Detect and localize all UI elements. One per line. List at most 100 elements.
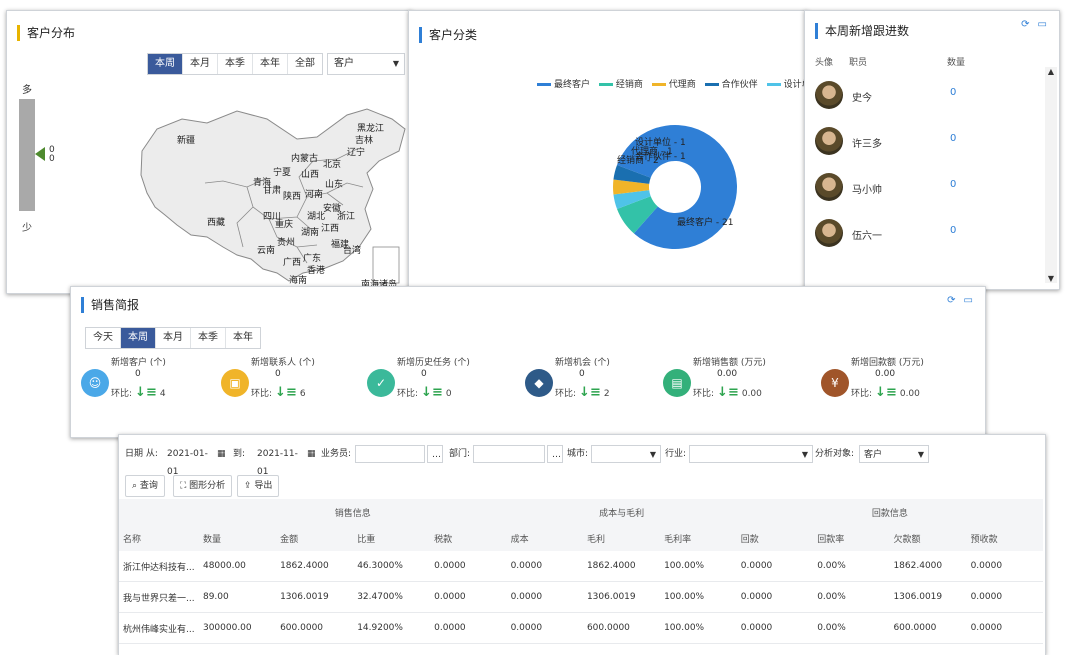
column-header[interactable]: 税款 [430,525,507,551]
legend-swatch-icon [766,83,781,86]
stat-new-customers[interactable]: ☺ 新增客户 (个) 0 环比: ↓≡ 4 [81,355,231,415]
stat-new-contacts[interactable]: ▣ 新增联系人 (个) 0 环比: ↓≡ 6 [221,355,371,415]
query-button-label: 查询 [139,481,158,491]
column-header[interactable]: 比重 [353,525,431,551]
legend-value-top: 0 [49,145,55,155]
pie-slice[interactable] [613,190,651,209]
tab-quarter[interactable]: 本季 [218,54,253,74]
salesman-picker-button[interactable]: … [427,445,443,463]
legend-item[interactable]: 设计单 [766,80,807,90]
pie-data-label: 设计单位 - 1 [635,136,686,148]
tab-today[interactable]: 今天 [86,328,121,348]
stat-compare: 环比: ↓≡ 6 [251,385,306,400]
province-label: 云南 [257,246,276,256]
tab-year[interactable]: 本年 [253,54,288,74]
legend-item[interactable]: 代理商 [651,80,696,90]
tab-all[interactable]: 全部 [288,54,322,74]
province-label: 河南 [305,190,324,200]
table-cell: 0.0000 [430,551,507,582]
list-item[interactable]: 许三多 0 [815,127,1045,157]
table-row[interactable]: 浙江仲达科技有... 48000.00 1862.4000 46.3000% 0.000… [119,551,1043,582]
stat-new-payments[interactable]: ¥ 新增回款额 (万元) 0.00 环比: ↓≡ 0.00 [821,355,971,415]
stat-new-sales[interactable]: ▤ 新增销售额 (万元) 0.00 环比: ↓≡ 0.00 [663,355,813,415]
column-header[interactable]: 毛利 [582,525,661,551]
dept-input[interactable] [473,445,545,463]
stat-value: 0.00 [717,369,738,379]
legend-item[interactable]: 最终客户 [537,80,590,90]
table-cell: 600.0000 [582,612,661,644]
table-cell: 0.0000 [966,612,1043,644]
legend-item[interactable]: 合作伙伴 [704,80,758,90]
column-header[interactable]: 欠款额 [889,525,967,551]
tab-month[interactable]: 本月 [183,54,218,74]
tab-week[interactable]: 本周 [121,328,156,348]
date-from-input[interactable]: 2021-01-01 [163,445,215,477]
refresh-icon[interactable]: ⟳ [1021,19,1030,30]
export-button[interactable]: ⇪ 导出 [237,475,280,497]
column-header[interactable]: 名称 [119,525,199,551]
table-row[interactable]: 杭州伟峰实业有... 300000.00 600.0000 14.9200% 0.000… [119,612,1043,644]
list-item[interactable]: 史今 0 [815,81,1045,111]
calendar-icon[interactable]: ▦ [307,449,316,459]
city-label: 城市: [567,449,589,459]
stat-new-tasks[interactable]: ✓ 新增历史任务 (个) 0 环比: ↓≡ 0 [367,355,517,415]
pie-slice[interactable] [617,124,737,249]
column-header[interactable]: 回款 [736,525,814,551]
dept-picker-button[interactable]: … [547,445,563,463]
column-header[interactable]: 金额 [276,525,354,551]
target-select[interactable]: 客户 ▼ [859,445,929,463]
column-header[interactable]: 数量 [198,525,277,551]
list-item[interactable]: 马小帅 0 [815,173,1045,203]
map-object-select[interactable]: 客户 ▼ [327,53,405,75]
province-label: 重庆 [275,220,294,230]
chart-analysis-button[interactable]: ⛶ 图形分析 [173,475,233,497]
stat-new-opportunities[interactable]: ◆ 新增机会 (个) 0 环比: ↓≡ 2 [525,355,675,415]
pie-slice[interactable] [613,179,650,195]
table-cell: 0.00% [813,612,890,644]
followup-count[interactable]: 0 [950,179,957,190]
followup-count[interactable]: 0 [950,87,957,98]
china-map[interactable] [7,11,411,293]
query-button[interactable]: ⌕ 查询 [125,475,165,497]
legend-item[interactable]: 经销商 [598,80,643,90]
column-header[interactable]: 预收款 [966,525,1043,551]
table-cell: 0.00% [813,581,890,613]
province-label: 宁夏 [273,168,292,178]
maximize-icon[interactable]: ▭ [1037,19,1047,30]
pie-slice[interactable] [617,196,658,234]
refresh-icon[interactable]: ⟳ [947,295,956,306]
south-sea-inset [372,246,400,284]
legend-label: 代理商 [668,80,696,90]
scrollbar[interactable]: ▲ ▼ [1045,67,1057,283]
date-to-input[interactable]: 2021-11-01 [253,445,305,477]
column-header[interactable]: 成本 [506,525,583,551]
group-header-row: 销售信息 成本与毛利 回款信息 [119,499,1043,525]
followup-count[interactable]: 0 [950,133,957,144]
city-select[interactable]: ▼ [591,445,661,463]
column-header[interactable]: 毛利率 [660,525,737,551]
table-cell: 300000.00 [198,612,277,644]
table-cell: 0.0000 [430,581,507,613]
list-item[interactable]: 伍六一 0 [815,219,1045,249]
column-header[interactable]: 回款率 [813,525,890,551]
table-row[interactable]: 我与世界只差一... 89.00 1306.0019 32.4700% 0.0000 0.… [119,581,1043,613]
tab-week[interactable]: 本周 [148,54,183,74]
table-cell: 0.0000 [736,551,814,582]
tab-month[interactable]: 本月 [156,328,191,348]
period-tabs: 本周 本月 本季 本年 全部 [147,53,323,75]
legend-pointer-icon[interactable] [35,147,45,161]
legend-swatch-icon [537,83,551,86]
compare-label: 环比: [111,389,133,399]
followup-count[interactable]: 0 [950,225,957,236]
tab-year[interactable]: 本年 [226,328,260,348]
scroll-down-icon[interactable]: ▼ [1047,274,1055,283]
pie-slice[interactable] [613,165,651,184]
tab-quarter[interactable]: 本季 [191,328,226,348]
calendar-icon[interactable]: ▦ [217,449,226,459]
industry-select[interactable]: ▼ [689,445,813,463]
table-cell: 我与世界只差一... [119,581,199,613]
maximize-icon[interactable]: ▭ [963,295,973,306]
scroll-up-icon[interactable]: ▲ [1047,67,1055,76]
salesman-input[interactable] [355,445,425,463]
